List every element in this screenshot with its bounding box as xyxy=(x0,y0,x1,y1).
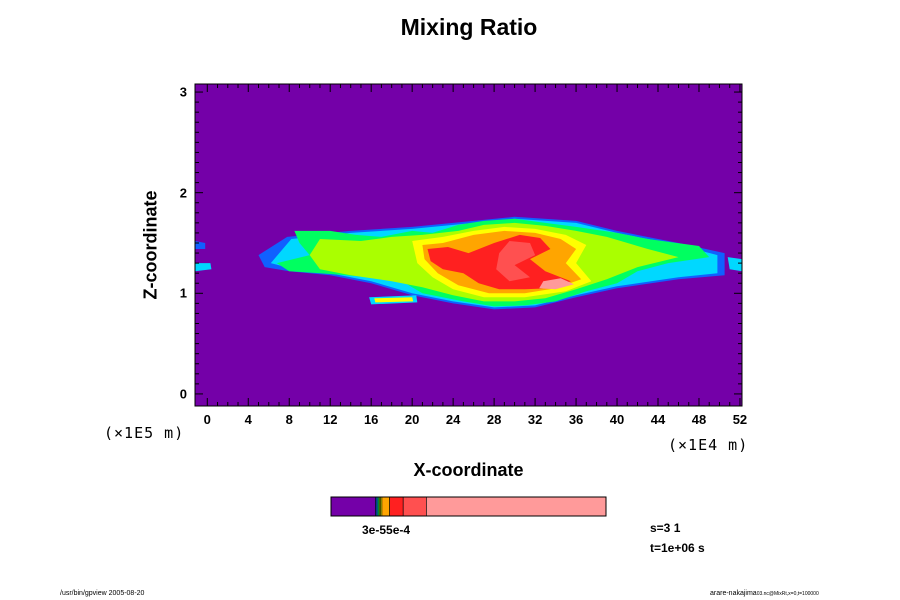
footer-right-main: arare-nakajima xyxy=(710,590,757,597)
axis-ticks xyxy=(195,84,742,406)
plot-frame xyxy=(194,83,743,407)
colorbar-frame xyxy=(330,496,607,517)
colorbar-segment-6 xyxy=(381,496,390,517)
info-t: t=1e+06 s xyxy=(650,541,705,555)
colorbar-tick-label: 3e-55e-4 xyxy=(362,523,411,537)
x-tick-label-20: 20 xyxy=(404,412,420,427)
x-axis-unit: (×1E4 m) xyxy=(668,436,749,454)
x-tick-label-44: 44 xyxy=(650,412,666,427)
footer-right: arare-nakajima03.nc@MixRt,x=0,t=100000 xyxy=(710,590,819,597)
x-tick-label-40: 40 xyxy=(609,412,625,427)
colorbar-segment-8 xyxy=(402,496,427,517)
contour-region-13 xyxy=(727,257,742,272)
colorbar-segment-7 xyxy=(389,496,404,517)
y-axis-unit: (×1E5 m) xyxy=(104,424,185,442)
footer-left: /usr/bin/gpview 2005-08-20 xyxy=(60,590,145,597)
colorbar-segment-0 xyxy=(330,496,376,517)
x-tick-label-32: 32 xyxy=(527,412,543,427)
colorbar xyxy=(330,496,607,517)
contour-region-8 xyxy=(539,278,574,290)
contour-region-11 xyxy=(195,263,212,272)
x-tick-label-28: 28 xyxy=(486,412,502,427)
x-tick-label-0: 0 xyxy=(203,412,211,427)
colorbar-segment-9 xyxy=(426,496,607,517)
y-tick-label-3: 3 xyxy=(179,84,187,100)
x-tick-label-48: 48 xyxy=(691,412,707,427)
x-tick-label-52: 52 xyxy=(732,412,748,427)
y-tick-label-2: 2 xyxy=(179,185,187,201)
x-tick-label-36: 36 xyxy=(568,412,584,427)
x-tick-label-8: 8 xyxy=(285,412,293,427)
footer-right-small: 03.nc@MixRt,x=0,t=100000 xyxy=(756,591,819,597)
y-tick-label-1: 1 xyxy=(179,285,187,301)
chart-title: Mixing Ratio xyxy=(400,14,538,40)
x-tick-label-24: 24 xyxy=(445,412,461,427)
x-tick-label-16: 16 xyxy=(363,412,379,427)
contour-fill-layer xyxy=(195,216,742,310)
x-tick-label-12: 12 xyxy=(322,412,338,427)
info-s: s=3 1 xyxy=(650,521,681,535)
x-axis-label: X-coordinate xyxy=(413,460,524,480)
y-tick-label-0: 0 xyxy=(179,386,187,402)
x-tick-label-4: 4 xyxy=(244,412,252,427)
contour-region-10 xyxy=(374,297,414,303)
contour-region-7 xyxy=(496,241,536,282)
